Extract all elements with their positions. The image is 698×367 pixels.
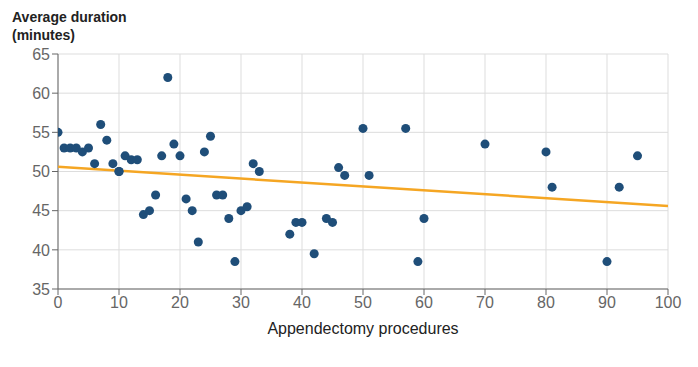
svg-text:90: 90 (598, 294, 616, 311)
svg-text:40: 40 (32, 242, 50, 259)
svg-text:60: 60 (32, 85, 50, 102)
svg-text:65: 65 (32, 46, 50, 63)
svg-text:Appendectomy procedures: Appendectomy procedures (267, 320, 458, 337)
svg-text:100: 100 (655, 294, 682, 311)
html-text:Average duration: Average duration (12, 9, 127, 25)
svg-text:0: 0 (54, 294, 63, 311)
svg-text:55: 55 (32, 124, 50, 141)
svg-text:10: 10 (110, 294, 128, 311)
svg-text:20: 20 (171, 294, 189, 311)
svg-text:60: 60 (415, 294, 433, 311)
svg-text:35: 35 (32, 281, 50, 298)
svg-text:30: 30 (232, 294, 250, 311)
svg-text:45: 45 (32, 202, 50, 219)
svg-text:80: 80 (537, 294, 555, 311)
svg-text:50: 50 (354, 294, 372, 311)
svg-text:70: 70 (476, 294, 494, 311)
html-text:(minutes): (minutes) (12, 27, 75, 43)
svg-text:40: 40 (293, 294, 311, 311)
svg-text:50: 50 (32, 163, 50, 180)
